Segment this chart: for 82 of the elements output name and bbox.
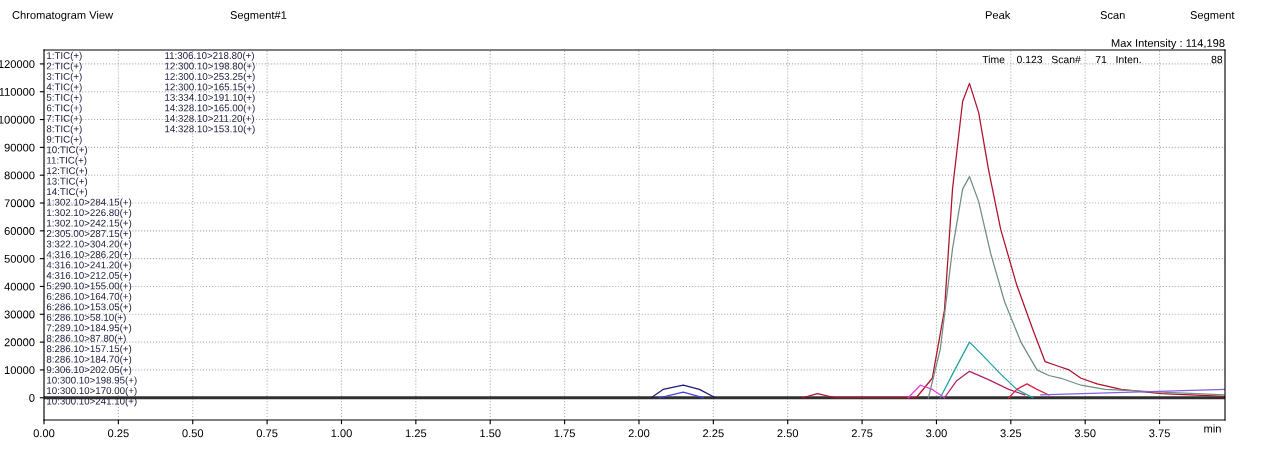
- annotation: 2:TIC(+): [46, 62, 82, 72]
- annotation: 7:TIC(+): [46, 114, 82, 124]
- annotation: 4:TIC(+): [46, 83, 82, 93]
- x-tick-label: 3.50: [1074, 429, 1096, 438]
- x-tick-label: 0.25: [107, 429, 129, 438]
- line-series: [1008, 383, 1050, 399]
- line-series: [943, 370, 1026, 399]
- annotation: 9:306.10>202.05(+): [46, 365, 132, 376]
- annotation: 14:328.10>165.00(+): [165, 104, 255, 114]
- annotation: 1:302.10>284.15(+): [47, 198, 132, 208]
- y-tick-label: 110000: [0, 88, 35, 96]
- annotation: 6:286.10>153.05(+): [46, 303, 132, 313]
- x-tick-label: 3.25: [1000, 429, 1022, 438]
- annotation: 10:300.10>198.95(+): [47, 376, 137, 386]
- annotation: 14:328.10>153.10(+): [165, 125, 255, 135]
- annotation: 13:334.10>191.10(+): [165, 93, 255, 103]
- annotation: 1:302.10>226.80(+): [47, 208, 132, 218]
- y-tick-label: 70000: [4, 199, 35, 208]
- annotation: 1:302.10>242.15(+): [47, 219, 132, 229]
- annotation: 9:TIC(+): [46, 135, 82, 145]
- annotation: 8:286.10>157.15(+): [46, 345, 132, 355]
- y-tick-label: 60000: [4, 227, 35, 235]
- x-tick-label: 1.75: [554, 429, 575, 438]
- annotation: 11:TIC(+): [47, 156, 87, 166]
- annotation: 5:290.10>155.00(+): [46, 282, 132, 292]
- text: Segment: [1190, 11, 1235, 22]
- annotation: 10:300.10>170.00(+): [47, 386, 137, 396]
- annotation: 14:TIC(+): [47, 187, 88, 198]
- x-tick-label: 1.25: [405, 429, 427, 438]
- x-tick-label: 3.00: [926, 429, 947, 438]
- x-tick-label: 2.50: [777, 429, 799, 438]
- y-tick-label: 40000: [4, 282, 35, 291]
- annotation: 10:300.10>241.10(+): [47, 397, 137, 407]
- annotation: 4:316.10>286.20(+): [46, 250, 132, 260]
- annotation: 12:300.10>165.15(+): [165, 83, 255, 93]
- annotation: 10:TIC(+): [47, 146, 88, 156]
- x-tick-label: 1.50: [480, 429, 501, 438]
- annotation: 8:286.10>87.80(+): [46, 334, 126, 344]
- annotation: 13:TIC(+): [47, 177, 88, 187]
- chart-title: Chromatogram View: [12, 10, 114, 22]
- y-tick-label: 0: [29, 394, 35, 402]
- annotation: 8:286.10>184.70(+): [46, 355, 132, 365]
- x-tick-label: 0.50: [182, 429, 204, 438]
- annotation: 8:TIC(+): [46, 125, 82, 135]
- chart-subtitle: Segment#1: [230, 11, 287, 22]
- y-tick-label: 90000: [4, 143, 35, 152]
- line-series: [939, 341, 1034, 399]
- text: Scan: [1100, 11, 1125, 19]
- x-tick-label: 2.00: [628, 429, 650, 438]
- annotation: 3:TIC(+): [46, 72, 82, 82]
- x-tick-label: 0.00: [33, 429, 55, 438]
- annotation: 4:316.10>212.05(+): [46, 271, 132, 281]
- annotation: 6:286.10>58.10(+): [46, 313, 126, 323]
- y-tick-label: 20000: [4, 338, 35, 347]
- annotation: 5:TIC(+): [46, 93, 82, 103]
- x-tick-label: 1.00: [331, 429, 352, 438]
- annotation: 3:322.10>304.20(+): [46, 240, 132, 250]
- annotation: 2:305.00>287.15(+): [46, 229, 132, 239]
- x-tick-label: 0.75: [256, 429, 278, 438]
- y-tick-label: 10000: [4, 366, 35, 375]
- line-series: [927, 175, 1225, 399]
- x-axis-title: min: [1204, 424, 1221, 433]
- annotation: Time 0.123 Scan# 71 Inten. 88: [982, 55, 1223, 64]
- annotation: 6:286.10>164.70(+): [46, 292, 132, 302]
- annotation: 7:289.10>184.95(+): [46, 324, 132, 334]
- annotation: 1:TIC(+): [47, 51, 82, 61]
- annotation: 12:300.10>253.25(+): [165, 72, 255, 82]
- x-tick-label: 2.25: [703, 429, 724, 438]
- text: Max Intensity : 114,198: [1111, 38, 1225, 50]
- annotation: 4:316.10>241.20(+): [46, 261, 132, 271]
- annotation: 12:300.10>198.80(+): [165, 62, 255, 72]
- annotation: 12:TIC(+): [47, 167, 88, 177]
- line-series: [801, 82, 1225, 399]
- x-tick-label: 2.75: [851, 429, 873, 438]
- y-tick-label: 80000: [4, 171, 35, 180]
- annotation: 11:306.10>218.80(+): [165, 51, 254, 61]
- annotation: 6:TIC(+): [46, 104, 82, 114]
- text: Peak: [985, 10, 1011, 19]
- y-tick-label: 30000: [4, 310, 35, 319]
- x-tick-label: 3.75: [1149, 429, 1170, 438]
- y-tick-label: 50000: [4, 254, 35, 263]
- annotation: 14:328.10>211.20(+): [165, 114, 254, 124]
